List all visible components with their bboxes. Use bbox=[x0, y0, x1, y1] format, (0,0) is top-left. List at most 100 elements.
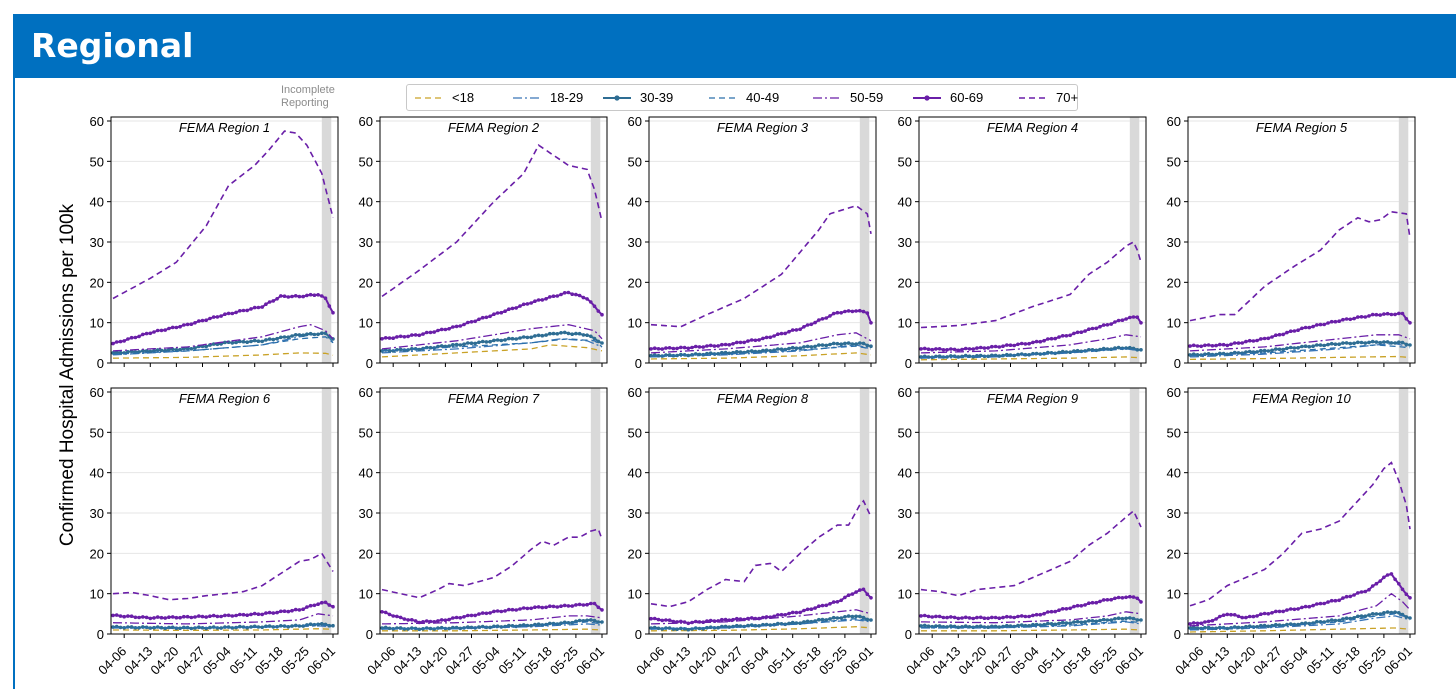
series-point bbox=[686, 621, 691, 626]
x-tick-label: 05-04 bbox=[200, 644, 234, 678]
incomplete-reporting-band bbox=[321, 117, 332, 363]
panel-title: FEMA Region 5 bbox=[1256, 120, 1348, 135]
series-point bbox=[1382, 575, 1386, 580]
series-point bbox=[1341, 596, 1345, 600]
header-banner: Regional bbox=[13, 14, 1456, 78]
series-point bbox=[1359, 340, 1364, 345]
series-point bbox=[723, 617, 728, 622]
series-point bbox=[260, 612, 265, 617]
series-point bbox=[234, 613, 238, 618]
series-point bbox=[926, 347, 931, 352]
series-point bbox=[1288, 607, 1293, 611]
series-point bbox=[817, 318, 821, 322]
series-point bbox=[1023, 342, 1028, 346]
series-point bbox=[1255, 625, 1259, 629]
series-point bbox=[492, 609, 496, 614]
y-tick-label: 60 bbox=[898, 385, 912, 400]
series-point bbox=[1389, 341, 1394, 345]
series-point bbox=[956, 625, 961, 630]
series-point bbox=[1060, 620, 1065, 625]
series-point bbox=[533, 605, 537, 609]
series-point bbox=[525, 335, 530, 340]
series-point bbox=[454, 615, 459, 620]
series-point bbox=[473, 341, 478, 346]
series-point bbox=[1225, 352, 1230, 357]
series-point bbox=[1016, 614, 1020, 619]
series-point bbox=[1034, 622, 1039, 627]
series-point bbox=[1139, 321, 1143, 325]
series-point bbox=[1389, 572, 1394, 576]
series-point bbox=[701, 345, 705, 349]
series-point bbox=[279, 609, 283, 614]
series-point bbox=[1019, 614, 1024, 618]
series-point bbox=[805, 607, 810, 612]
series-point bbox=[589, 618, 593, 622]
series-point bbox=[1128, 616, 1132, 620]
series-point bbox=[308, 622, 313, 626]
series-point bbox=[1240, 615, 1244, 620]
series-point bbox=[1318, 343, 1323, 347]
legend-label: 30-39 bbox=[640, 90, 674, 105]
plot-frame bbox=[110, 116, 339, 364]
incomplete-reporting-band bbox=[1129, 117, 1140, 363]
series-point bbox=[521, 335, 526, 339]
series-point bbox=[656, 626, 661, 631]
series-point bbox=[118, 339, 123, 344]
series-point bbox=[589, 300, 593, 304]
series-point bbox=[439, 327, 444, 332]
series-point bbox=[600, 341, 604, 345]
series-point bbox=[967, 354, 972, 359]
series-line bbox=[381, 324, 603, 350]
series-point bbox=[922, 623, 927, 628]
series-point bbox=[1214, 343, 1218, 348]
series-point bbox=[1326, 321, 1330, 325]
series-point bbox=[790, 610, 795, 615]
series-point bbox=[178, 324, 182, 329]
series-point bbox=[200, 318, 205, 323]
series-point bbox=[510, 336, 515, 341]
y-tick-label: 20 bbox=[628, 546, 642, 561]
series-line bbox=[920, 356, 1142, 361]
series-point bbox=[1311, 344, 1315, 349]
series-point bbox=[451, 343, 455, 347]
series-point bbox=[544, 605, 548, 610]
series-point bbox=[656, 617, 661, 622]
series-line bbox=[381, 144, 603, 298]
series-point bbox=[869, 618, 873, 622]
x-tick-label: 05-04 bbox=[738, 644, 772, 678]
series-point bbox=[705, 344, 709, 348]
series-point bbox=[850, 309, 855, 314]
series-point bbox=[1382, 312, 1386, 316]
series-point bbox=[1225, 626, 1230, 631]
y-tick-label: 30 bbox=[90, 235, 104, 250]
series-point bbox=[540, 333, 545, 338]
series-point bbox=[667, 353, 672, 357]
series-point bbox=[395, 614, 399, 619]
series-point bbox=[424, 619, 429, 623]
series-point bbox=[290, 624, 294, 628]
panel: FEMA Region 2 0 10 20 30 40 50 60 bbox=[359, 114, 608, 371]
series-point bbox=[566, 331, 571, 336]
series-point bbox=[267, 337, 272, 341]
x-tick-label: 04-13 bbox=[1198, 644, 1232, 678]
series-point bbox=[275, 336, 279, 341]
series-point bbox=[757, 338, 761, 342]
series-point bbox=[790, 328, 795, 332]
series-point bbox=[716, 344, 720, 348]
series-point bbox=[234, 340, 238, 345]
y-tick-label: 20 bbox=[1167, 275, 1181, 290]
y-tick-label: 50 bbox=[1167, 154, 1181, 169]
series-point bbox=[1281, 609, 1285, 614]
series-point bbox=[200, 626, 205, 630]
series-point bbox=[1206, 352, 1211, 356]
series-point bbox=[761, 348, 765, 353]
x-tick-label: 05-25 bbox=[547, 644, 581, 678]
series-point bbox=[1247, 338, 1252, 343]
series-point bbox=[507, 307, 511, 312]
series-point bbox=[305, 293, 309, 298]
y-tick-label: 30 bbox=[90, 506, 104, 521]
series-point bbox=[1090, 619, 1095, 623]
series-point bbox=[926, 614, 931, 619]
series-point bbox=[798, 346, 802, 351]
series-point bbox=[1101, 598, 1106, 602]
